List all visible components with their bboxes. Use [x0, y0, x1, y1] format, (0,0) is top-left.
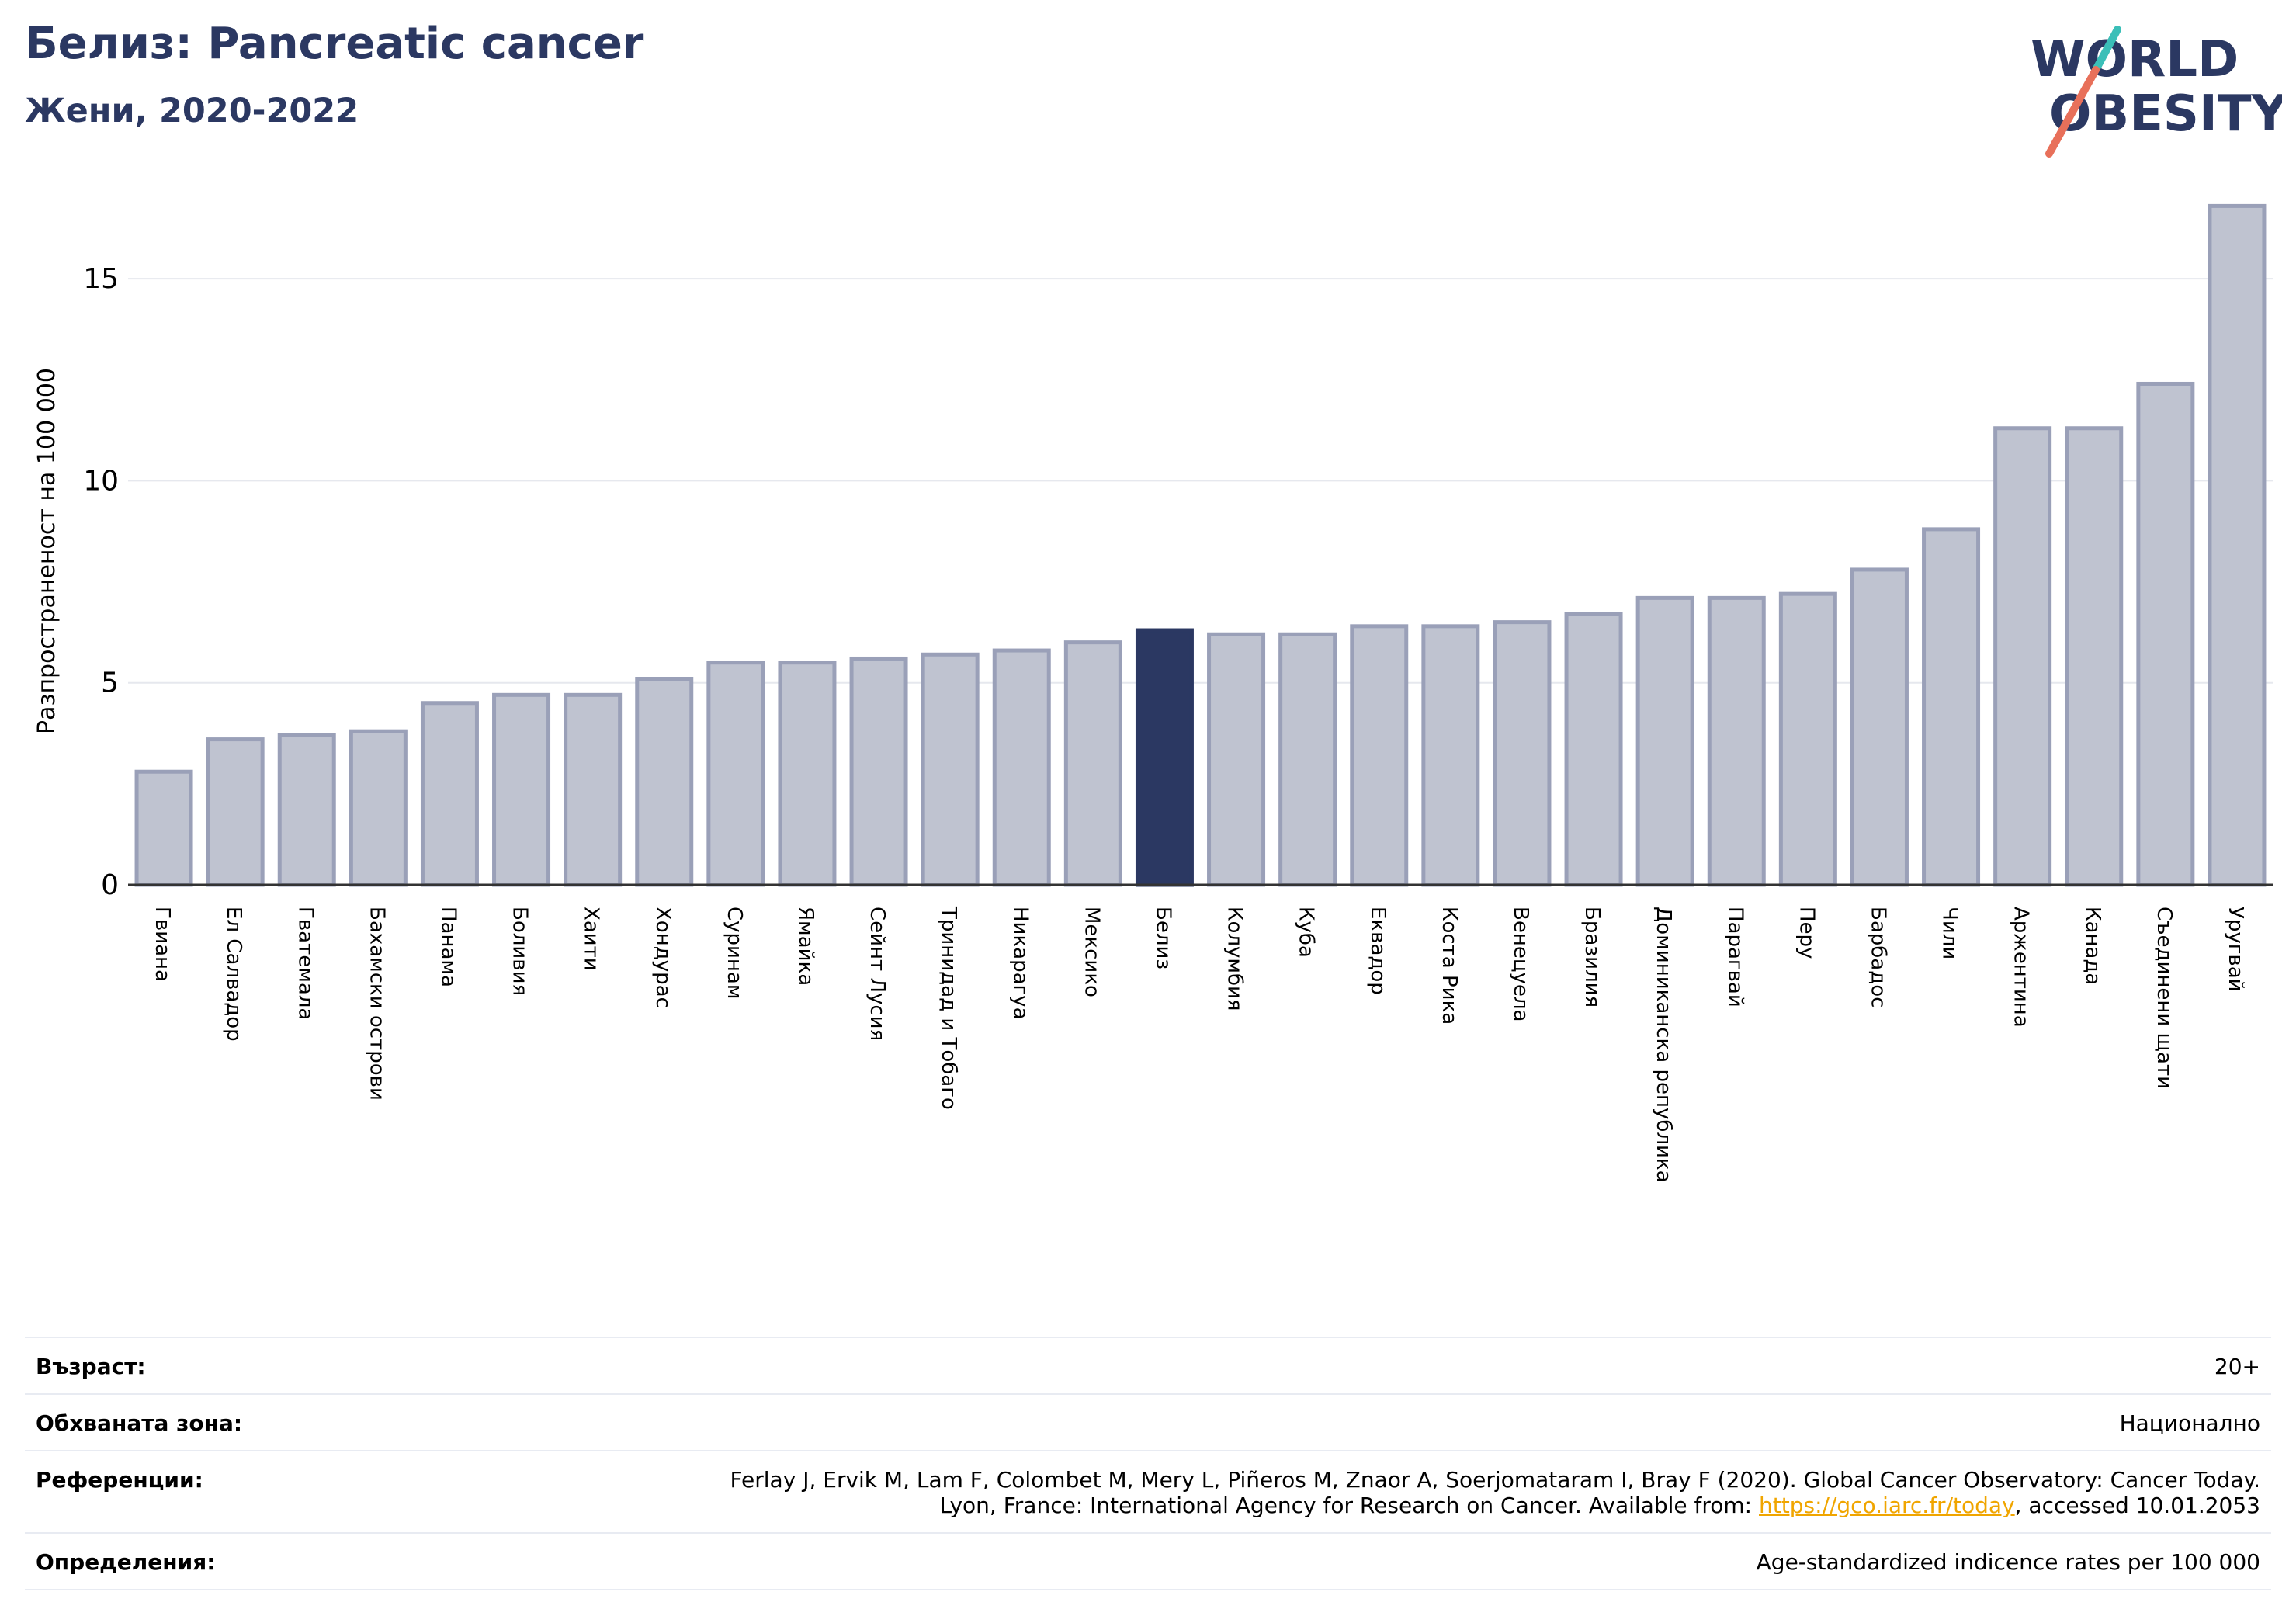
bar: [1564, 612, 1623, 887]
x-tick-label: Суринам: [723, 907, 746, 1000]
x-tick-label: Съединени щати: [2152, 907, 2176, 1089]
x-tick-label: Канада: [2081, 907, 2104, 985]
x-tick-label: Белиз: [1151, 907, 1174, 969]
x-tick-label: Уругвай: [2224, 907, 2247, 992]
bar-chart: 0 5 10 15 Гвиана Ел Салвадор Гватемала Бахамск…: [33, 203, 2273, 1183]
info-table: Възраст: 20+ Обхваната зона: Национално …: [25, 1337, 2271, 1590]
bar: [277, 733, 336, 887]
x-tick-label: Панама: [436, 907, 460, 987]
bar: [992, 648, 1051, 887]
bar: [206, 737, 265, 887]
x-tick-label: Бахамски острови: [365, 907, 388, 1101]
x-tick-label: Никарагуа: [1008, 907, 1032, 1020]
bar: [635, 677, 694, 887]
age-label: Възраст:: [36, 1354, 146, 1379]
bar: [1850, 567, 1909, 887]
x-tick-label: Парагвай: [1723, 907, 1746, 1007]
bar: [2065, 426, 2124, 887]
x-tick-label: Доминиканска република: [1652, 907, 1675, 1183]
bar: [492, 692, 551, 887]
y-tick-label: 5: [101, 668, 119, 699]
bar: [1493, 620, 1552, 887]
y-tick-label: 0: [101, 869, 119, 901]
x-tick-label: Барбадос: [1866, 907, 1889, 1007]
bar: [2136, 381, 2195, 887]
chart-title: Белиз: Pancreatic cancer: [25, 19, 644, 69]
chart-subtitle: Жени, 2020-2022: [25, 92, 359, 130]
bar: [564, 692, 623, 887]
info-row-area: Обхваната зона: Национално: [25, 1393, 2271, 1450]
bar: [349, 729, 408, 887]
bar: [134, 769, 193, 887]
info-row-references: Референции: Ferlay J, Ervik M, Lam F, Co…: [25, 1450, 2271, 1532]
bar: [706, 661, 765, 887]
bar: [1207, 632, 1266, 887]
x-tick-label: Хондурас: [651, 907, 675, 1008]
x-tick-label: Аржентина: [2010, 907, 2033, 1028]
bar: [1063, 640, 1122, 887]
info-row-age: Възраст: 20+: [25, 1337, 2271, 1393]
x-tick-label: Ел Салвадор: [222, 907, 245, 1042]
x-tick-label: Гватемала: [293, 907, 317, 1020]
x-tick-label: Перу: [1795, 907, 1818, 959]
bar: [1635, 595, 1694, 887]
definitions-value: Age-standardized indicence rates per 100…: [1756, 1549, 2260, 1575]
references-link[interactable]: https://gco.iarc.fr/today: [1759, 1493, 2015, 1518]
definitions-label: Определения:: [36, 1549, 216, 1575]
logo-slash-coral: [2045, 66, 2100, 158]
age-value: 20+: [2214, 1354, 2260, 1379]
x-tick-label: Чили: [1938, 907, 1961, 959]
world-obesity-logo: WORLD OBESITY: [2031, 26, 2282, 158]
area-value: Национално: [2119, 1410, 2260, 1436]
info-row-definitions: Определения: Age-standardized indicence …: [25, 1532, 2271, 1590]
x-tick-label: Мексико: [1080, 907, 1103, 997]
x-tick-label: Колумбия: [1223, 907, 1247, 1011]
area-label: Обхваната зона:: [36, 1410, 243, 1436]
x-tick-label: Венецуела: [1509, 907, 1532, 1021]
bar: [1778, 591, 1837, 887]
bar: [1350, 624, 1409, 887]
x-tick-label: Гвиана: [151, 907, 174, 982]
x-tick-label: Бразилия: [1580, 907, 1604, 1007]
y-tick-label: 10: [83, 465, 119, 497]
references-line2-post: , accessed 10.01.2053: [2014, 1493, 2260, 1518]
references-value: Ferlay J, Ervik M, Lam F, Colombet M, Me…: [730, 1467, 2260, 1518]
bar: [849, 656, 908, 887]
bar: [1421, 624, 1480, 887]
logo-line1: WORLD: [2031, 31, 2239, 88]
x-tick-label: Еквадор: [1366, 907, 1389, 995]
references-label: Референции:: [36, 1467, 203, 1493]
bar-highlight: [1135, 628, 1194, 887]
y-axis-label: Разпространеност на 100 000: [33, 368, 61, 734]
logo-line2: OBESITY: [2049, 85, 2282, 143]
bar: [1707, 595, 1766, 887]
x-tick-label: Сейнт Лусия: [865, 907, 889, 1041]
references-line2-pre: Lyon, France: International Agency for R…: [939, 1493, 1759, 1518]
logo-slash-teal: [2092, 26, 2121, 74]
x-tick-label: Боливия: [508, 907, 532, 996]
bars: [134, 203, 2267, 887]
x-tick-labels: Гвиана Ел Салвадор Гватемала Бахамски остро…: [151, 906, 2247, 1183]
x-tick-label: Хаити: [580, 907, 603, 971]
bar: [921, 652, 980, 887]
grid-lines: [128, 278, 2273, 684]
bar: [420, 701, 479, 887]
x-tick-label: Тринидад и Тобаго: [937, 906, 960, 1110]
bar: [1922, 527, 1981, 887]
bar: [778, 661, 837, 887]
bar: [1993, 426, 2052, 887]
bar: [2208, 203, 2267, 887]
y-tick-labels: 0 5 10 15: [83, 263, 119, 901]
references-line1: Ferlay J, Ervik M, Lam F, Colombet M, Me…: [730, 1467, 2260, 1493]
x-tick-label: Куба: [1295, 907, 1318, 958]
bar: [1278, 632, 1337, 887]
x-tick-label: Коста Рика: [1438, 907, 1461, 1025]
x-tick-label: Ямайка: [794, 907, 817, 986]
y-tick-label: 15: [83, 263, 119, 295]
